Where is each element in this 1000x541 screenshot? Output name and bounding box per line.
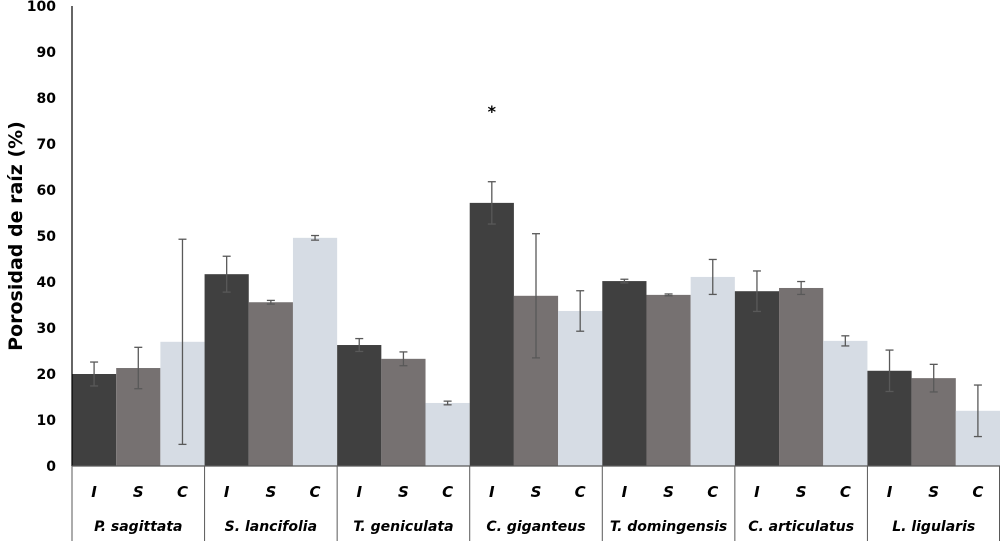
- x-subcategory-label: I: [224, 483, 230, 501]
- x-group-label: L. ligularis: [892, 519, 975, 535]
- x-group-label: T. geniculata: [353, 519, 453, 535]
- bar: [646, 294, 691, 466]
- bar: [381, 358, 426, 466]
- y-tick-label: 100: [27, 0, 56, 15]
- x-subcategory-label: S: [398, 483, 409, 501]
- significance-marker: *: [488, 102, 497, 121]
- y-tick-label: 70: [37, 137, 57, 153]
- bar: [72, 374, 117, 466]
- bar: [425, 402, 470, 466]
- bar: [204, 274, 249, 466]
- y-tick-label: 90: [37, 45, 57, 61]
- x-subcategory-label: S: [796, 483, 807, 501]
- x-group-label: C. giganteus: [486, 519, 585, 535]
- y-tick-label: 40: [37, 275, 57, 291]
- x-subcategory-label: I: [887, 483, 893, 501]
- bar: [292, 237, 338, 466]
- bar: [558, 310, 603, 466]
- x-subcategory-label: C: [972, 483, 983, 501]
- x-subcategory-label: C: [707, 483, 718, 501]
- y-tick-label: 20: [37, 367, 57, 383]
- y-tick-label: 0: [46, 459, 56, 475]
- x-subcategory-label: I: [622, 483, 628, 501]
- x-subcategory-label: C: [575, 483, 586, 501]
- x-group-label: C. articulatus: [748, 519, 854, 535]
- bar: [823, 340, 868, 466]
- y-axis-label: Porosidad de raíz (%): [5, 121, 27, 351]
- x-subcategory-label: I: [754, 483, 760, 501]
- bar: [337, 345, 382, 466]
- bar: [469, 202, 514, 466]
- bar: [602, 281, 647, 466]
- x-group-label: P. sagittata: [94, 519, 182, 535]
- x-subcategory-label: S: [133, 483, 144, 501]
- x-subcategory-label: C: [177, 483, 188, 501]
- y-tick-label: 10: [37, 413, 57, 429]
- x-subcategory-label: C: [310, 483, 321, 501]
- x-subcategory-label: S: [265, 483, 276, 501]
- bar: [248, 302, 293, 466]
- bar: [690, 276, 735, 466]
- y-tick-label: 30: [37, 321, 57, 337]
- bar: [779, 287, 824, 466]
- y-tick-label: 80: [37, 91, 57, 107]
- x-subcategory-label: S: [531, 483, 542, 501]
- x-subcategory-label: C: [840, 483, 851, 501]
- x-subcategory-label: S: [928, 483, 939, 501]
- y-tick-label: 60: [37, 183, 57, 199]
- x-subcategory-label: I: [91, 483, 97, 501]
- x-subcategory-label: I: [356, 483, 362, 501]
- x-group-label: S. lancifolia: [225, 519, 317, 535]
- x-group-label: T. domingensis: [610, 519, 727, 535]
- y-tick-label: 50: [37, 229, 57, 245]
- bar: [734, 291, 780, 466]
- bar: [911, 378, 956, 466]
- x-subcategory-label: C: [442, 483, 453, 501]
- x-subcategory-label: I: [489, 483, 495, 501]
- x-subcategory-label: S: [663, 483, 674, 501]
